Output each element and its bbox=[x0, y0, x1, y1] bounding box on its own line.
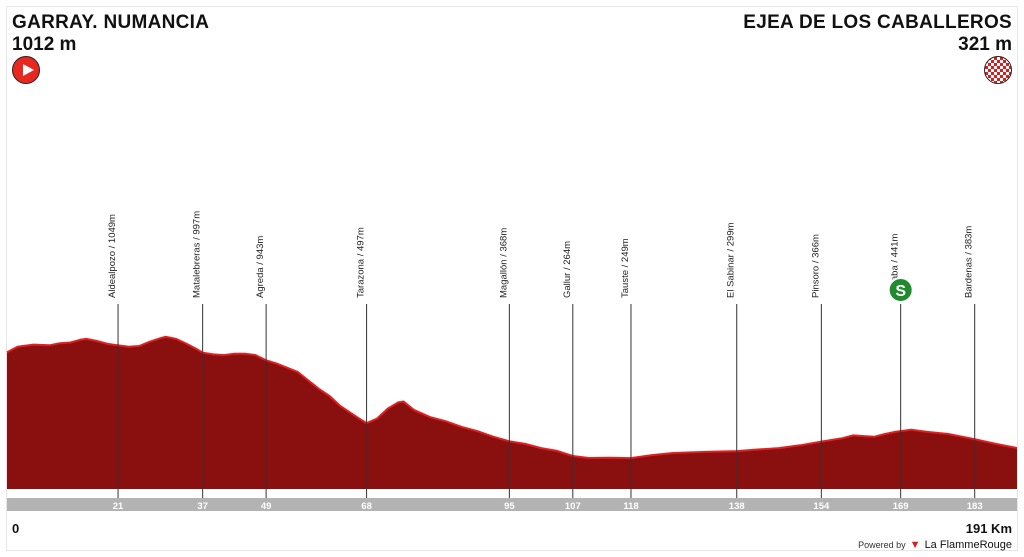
marker-label: Magallón / 368m bbox=[498, 228, 509, 298]
brand-name: La FlammeRouge bbox=[924, 539, 1012, 551]
distance-axis-band bbox=[7, 498, 1017, 511]
km-tick-label: 118 bbox=[623, 501, 638, 512]
marker-label: Pinsoro / 366m bbox=[810, 234, 821, 298]
sprint-icon bbox=[887, 277, 914, 303]
start-km-label: 0 bbox=[12, 521, 20, 536]
sprint-icon-letter: S bbox=[895, 283, 906, 300]
marker-label: Matalebreras / 997m bbox=[192, 211, 203, 298]
powered-by-text: Powered by bbox=[858, 540, 906, 550]
marker-label: Agreda / 943m bbox=[255, 236, 266, 298]
km-tick-label: 183 bbox=[967, 501, 983, 512]
flamme-rouge-logo-icon: ▼ bbox=[909, 539, 921, 551]
km-tick-label: 169 bbox=[893, 501, 909, 512]
finish-altitude: 321 m bbox=[958, 34, 1012, 55]
chart-frame bbox=[6, 6, 1018, 551]
km-tick-label: 95 bbox=[504, 501, 515, 512]
marker-label: Sádaba / 441m bbox=[890, 233, 901, 298]
km-tick-label: 138 bbox=[729, 501, 745, 512]
km-tick-label: 107 bbox=[565, 501, 581, 512]
powered-by: Powered by ▼ La FlammeRouge bbox=[858, 539, 1012, 551]
marker-label: Gallur / 264m bbox=[562, 241, 573, 298]
finish-checkered-flag-icon bbox=[984, 56, 1012, 84]
marker-label: Aldealpozo / 1049m bbox=[107, 214, 118, 298]
elevation-area bbox=[7, 336, 1017, 489]
km-tick-label: 21 bbox=[113, 501, 124, 512]
km-tick-label: 37 bbox=[197, 501, 208, 512]
km-tick-label: 154 bbox=[813, 501, 830, 512]
start-altitude: 1012 m bbox=[12, 34, 77, 55]
elevation-ridge-line bbox=[6, 335, 1018, 460]
marker-label: Tauste / 249m bbox=[620, 238, 631, 298]
marker-label: Bardenas / 383m bbox=[964, 226, 975, 298]
start-location: GARRAY. NUMANCIA bbox=[12, 12, 210, 33]
marker-label: El Sabinar / 299m bbox=[726, 222, 737, 298]
marker-label: Tarazona / 497m bbox=[356, 227, 367, 298]
end-km-label: 191 Km bbox=[965, 521, 1012, 536]
start-flag-icon bbox=[12, 56, 40, 84]
finish-location: EJEA DE LOS CABALLEROS bbox=[743, 12, 1012, 33]
km-tick-label: 49 bbox=[261, 501, 272, 512]
km-tick-label: 68 bbox=[361, 501, 372, 512]
